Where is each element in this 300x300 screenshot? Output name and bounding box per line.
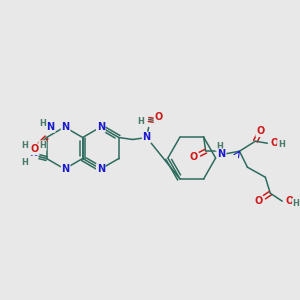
Text: O: O	[31, 145, 39, 154]
Text: N: N	[46, 122, 55, 132]
Text: O: O	[270, 138, 278, 148]
Text: H: H	[216, 142, 223, 151]
Text: H: H	[137, 117, 144, 126]
Text: O: O	[254, 196, 262, 206]
Text: O: O	[154, 112, 163, 122]
Text: N: N	[218, 149, 226, 159]
Text: O: O	[190, 152, 198, 162]
Text: H: H	[278, 140, 285, 149]
Text: N: N	[97, 164, 105, 174]
Text: H: H	[39, 118, 46, 127]
Text: O: O	[285, 196, 293, 206]
Text: O: O	[256, 126, 265, 136]
Text: N: N	[97, 122, 105, 132]
Text: N: N	[142, 133, 151, 142]
Text: H: H	[21, 158, 28, 167]
Text: H: H	[293, 199, 300, 208]
Text: N: N	[61, 164, 70, 174]
Text: H: H	[39, 141, 46, 150]
Text: N: N	[61, 122, 70, 132]
Text: N: N	[29, 148, 38, 158]
Text: H: H	[21, 141, 28, 150]
